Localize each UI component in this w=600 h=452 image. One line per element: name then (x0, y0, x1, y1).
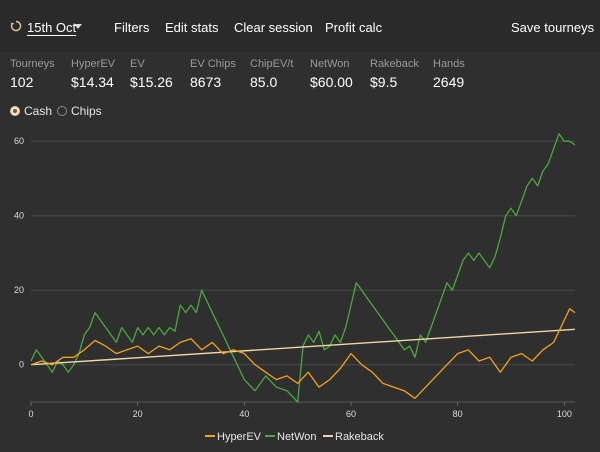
series-line-hyperev (30, 308, 576, 399)
stat-rakeback: Rakeback $9.5 (370, 58, 419, 90)
chart-grid (30, 140, 575, 406)
stat-value: $60.00 (310, 74, 353, 90)
top-toolbar: 15th Oct Filters Edit stats Clear sessio… (0, 0, 600, 52)
profit-chart: 0 20 40 60 80 100 0 20 40 60 HyperEV NetWon Rakeba… (14, 133, 576, 443)
stat-value: 2649 (433, 74, 465, 90)
stat-value: $9.5 (370, 74, 398, 90)
chart-series (30, 133, 576, 403)
y-tick-label: 0 (19, 360, 24, 370)
radio-unselected-icon[interactable] (57, 106, 67, 116)
stat-value: 8673 (190, 74, 222, 90)
series-line-rakeback (30, 328, 576, 366)
y-tick-label: 40 (14, 211, 24, 221)
stat-value: 102 (10, 74, 34, 90)
x-tick-label: 80 (453, 409, 463, 419)
series-line-netwon (30, 133, 576, 403)
filters-button[interactable]: Filters (114, 20, 150, 35)
x-tick-label: 20 (133, 409, 143, 419)
x-tick-label: 60 (346, 409, 356, 419)
stat-label: ChipEV/t (250, 58, 294, 70)
chevron-down-icon[interactable] (74, 24, 82, 29)
y-axis: 0 20 40 60 (14, 136, 24, 370)
chips-radio-label: Chips (71, 104, 102, 118)
stat-netwon: NetWon $60.00 (310, 58, 353, 90)
stat-label: HyperEV (71, 58, 116, 70)
refresh-icon[interactable] (10, 20, 22, 32)
x-tick-label: 100 (557, 409, 572, 419)
stat-value: $14.34 (71, 74, 114, 90)
stat-ev-chips: EV Chips 8673 (190, 58, 236, 90)
cash-radio-label: Cash (24, 104, 53, 118)
stat-label: Rakeback (370, 58, 419, 70)
x-tick-label: 0 (28, 409, 33, 419)
legend-label[interactable]: NetWon (277, 431, 317, 443)
chips-radio[interactable]: Chips (57, 104, 102, 118)
stat-value: 85.0 (250, 74, 278, 90)
legend-label[interactable]: HyperEV (217, 431, 262, 443)
radio-selected-icon[interactable] (10, 106, 20, 116)
x-tick-label: 40 (239, 409, 249, 419)
clear-session-button[interactable]: Clear session (234, 20, 313, 35)
stat-label: NetWon (310, 58, 350, 70)
y-tick-label: 20 (14, 285, 24, 295)
y-tick-label: 60 (14, 136, 24, 146)
save-tourneys-button[interactable]: Save tourneys (511, 20, 595, 35)
stat-label: Tourneys (10, 58, 55, 70)
stat-ev: EV $15.26 (130, 58, 173, 90)
stat-label: EV Chips (190, 58, 236, 70)
stat-label: Hands (433, 58, 465, 70)
stats-bar: Tourneys 102 HyperEV $14.34 EV $15.26 EV… (0, 58, 600, 94)
legend-label[interactable]: Rakeback (335, 431, 384, 443)
stat-hands: Hands 2649 (433, 58, 465, 90)
stat-hyperev: HyperEV $14.34 (71, 58, 115, 90)
stat-value: $15.26 (130, 74, 173, 90)
date-selector[interactable]: 15th Oct (27, 20, 77, 35)
stat-chipev-per-t: ChipEV/t 85.0 (250, 58, 293, 90)
cash-radio[interactable]: Cash (10, 104, 52, 118)
chart-legend: HyperEV NetWon Rakeback (205, 431, 384, 443)
edit-stats-button[interactable]: Edit stats (165, 20, 219, 35)
stat-tourneys: Tourneys 102 (10, 58, 55, 90)
profit-calc-button[interactable]: Profit calc (325, 20, 383, 35)
x-axis: 0 20 40 60 80 100 (28, 409, 571, 419)
stat-label: EV (130, 58, 145, 70)
